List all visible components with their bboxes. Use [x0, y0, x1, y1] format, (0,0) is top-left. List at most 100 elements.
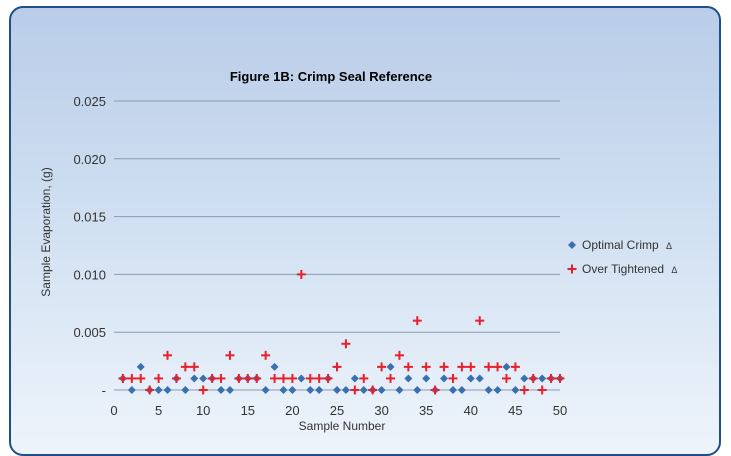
- x-tick-label: 45: [508, 403, 522, 418]
- y-tick-labels: - 0.005 0.010 0.015 0.020 0.025: [73, 94, 106, 398]
- optimal-crimp-point: [475, 374, 484, 383]
- y-tick-label: -: [102, 383, 106, 398]
- over-tightened-point: [332, 362, 342, 372]
- x-tick-label: 20: [285, 403, 299, 418]
- over-tightened-point: [466, 362, 476, 372]
- optimal-crimp-point: [511, 386, 520, 394]
- optimal-crimp-point: [440, 374, 449, 383]
- over-tightened-point: [546, 373, 556, 383]
- optimal-crimp-point: [127, 386, 136, 394]
- optimal-crimp-point: [199, 374, 208, 383]
- data-points: [118, 269, 565, 395]
- over-tightened-point: [475, 316, 485, 326]
- over-tightened-point: [484, 362, 494, 372]
- optimal-crimp-point: [315, 386, 324, 394]
- over-tightened-point: [305, 373, 315, 383]
- over-tightened-point: [448, 373, 458, 383]
- x-tick-label: 0: [110, 403, 117, 418]
- optimal-crimp-point: [359, 386, 368, 394]
- optimal-crimp-point: [297, 374, 306, 383]
- over-tightened-point: [555, 373, 565, 383]
- over-tightened-point: [252, 373, 262, 383]
- optimal-crimp-point: [288, 386, 297, 394]
- optimal-crimp-point: [422, 374, 431, 383]
- over-tightened-point: [261, 350, 271, 360]
- legend-marker: [567, 264, 577, 274]
- gridlines: [114, 100, 560, 391]
- legend-label: Optimal Crimp Δ: [582, 238, 672, 252]
- over-tightened-point: [394, 350, 404, 360]
- optimal-crimp-point: [350, 374, 359, 383]
- over-tightened-point: [350, 385, 360, 395]
- optimal-crimp-point: [484, 386, 493, 394]
- over-tightened-point: [519, 385, 529, 395]
- over-tightened-point: [359, 373, 369, 383]
- x-axis-label: Sample Number: [299, 419, 386, 433]
- optimal-crimp-point: [457, 386, 466, 394]
- optimal-crimp-point: [181, 386, 190, 394]
- optimal-crimp-point: [493, 386, 502, 394]
- over-tightened-point: [412, 316, 422, 326]
- over-tightened-point: [145, 385, 155, 395]
- over-tightened-point: [225, 350, 235, 360]
- over-tightened-point: [421, 362, 431, 372]
- optimal-crimp-point: [217, 386, 226, 394]
- over-tightened-point: [270, 373, 280, 383]
- over-tightened-point: [386, 373, 396, 383]
- over-tightened-point: [314, 373, 324, 383]
- optimal-crimp-point: [163, 386, 172, 394]
- over-tightened-point: [430, 385, 440, 395]
- over-tightened-point: [457, 362, 467, 372]
- x-tick-label: 25: [330, 403, 344, 418]
- chart-frame: [9, 6, 721, 456]
- x-tick-label: 10: [196, 403, 210, 418]
- over-tightened-point: [234, 373, 244, 383]
- x-tick-label: 15: [241, 403, 255, 418]
- over-tightened-point: [136, 373, 146, 383]
- over-tightened-point: [528, 373, 538, 383]
- legend-marker: [568, 241, 576, 249]
- legend: Optimal Crimp Δ Over Tightened Δ: [567, 238, 677, 276]
- y-axis-label: Sample Evaporation, (g): [39, 167, 53, 296]
- over-tightened-point: [493, 362, 503, 372]
- y-tick-label: 0.020: [73, 152, 106, 167]
- over-tightened-point: [118, 373, 128, 383]
- over-tightened-point: [198, 385, 208, 395]
- over-tightened-point: [341, 339, 351, 349]
- optimal-crimp-point: [395, 386, 404, 394]
- over-tightened-point: [368, 385, 378, 395]
- chart-title: Figure 1B: Crimp Seal Reference: [230, 69, 432, 84]
- over-tightened-point: [439, 362, 449, 372]
- optimal-crimp-point: [225, 386, 234, 394]
- optimal-crimp-point: [279, 386, 288, 394]
- over-tightened-point: [243, 373, 253, 383]
- over-tightened-point: [403, 362, 413, 372]
- x-tick-label: 35: [419, 403, 433, 418]
- optimal-crimp-point: [306, 386, 315, 394]
- over-tightened-point: [171, 373, 181, 383]
- over-tightened-point: [154, 373, 164, 383]
- x-tick-label: 30: [374, 403, 388, 418]
- optimal-crimp-point: [270, 362, 279, 371]
- over-tightened-point: [127, 373, 137, 383]
- over-tightened-point: [287, 373, 297, 383]
- scatter-chart: Figure 1B: Crimp Seal Reference - 0.005 0.…: [39, 69, 677, 433]
- optimal-crimp-point: [520, 374, 529, 383]
- optimal-crimp-point: [341, 386, 350, 394]
- y-tick-label: 0.025: [73, 94, 106, 109]
- over-tightened-point: [278, 373, 288, 383]
- optimal-crimp-point: [136, 362, 145, 371]
- x-tick-labels: 0 5 10 15 20 25 30 35 40 45 50: [110, 403, 567, 418]
- optimal-crimp-point: [386, 362, 395, 371]
- y-tick-label: 0.010: [73, 267, 106, 282]
- x-tick-label: 40: [464, 403, 478, 418]
- legend-label: Over Tightened Δ: [582, 262, 677, 276]
- optimal-crimp-point: [413, 386, 422, 394]
- x-tick-label: 5: [155, 403, 162, 418]
- y-tick-label: 0.005: [73, 325, 106, 340]
- optimal-crimp-point: [448, 386, 457, 394]
- optimal-crimp-point: [538, 374, 547, 383]
- over-tightened-point: [207, 373, 217, 383]
- optimal-crimp-point: [333, 386, 341, 394]
- optimal-crimp-point: [190, 374, 199, 383]
